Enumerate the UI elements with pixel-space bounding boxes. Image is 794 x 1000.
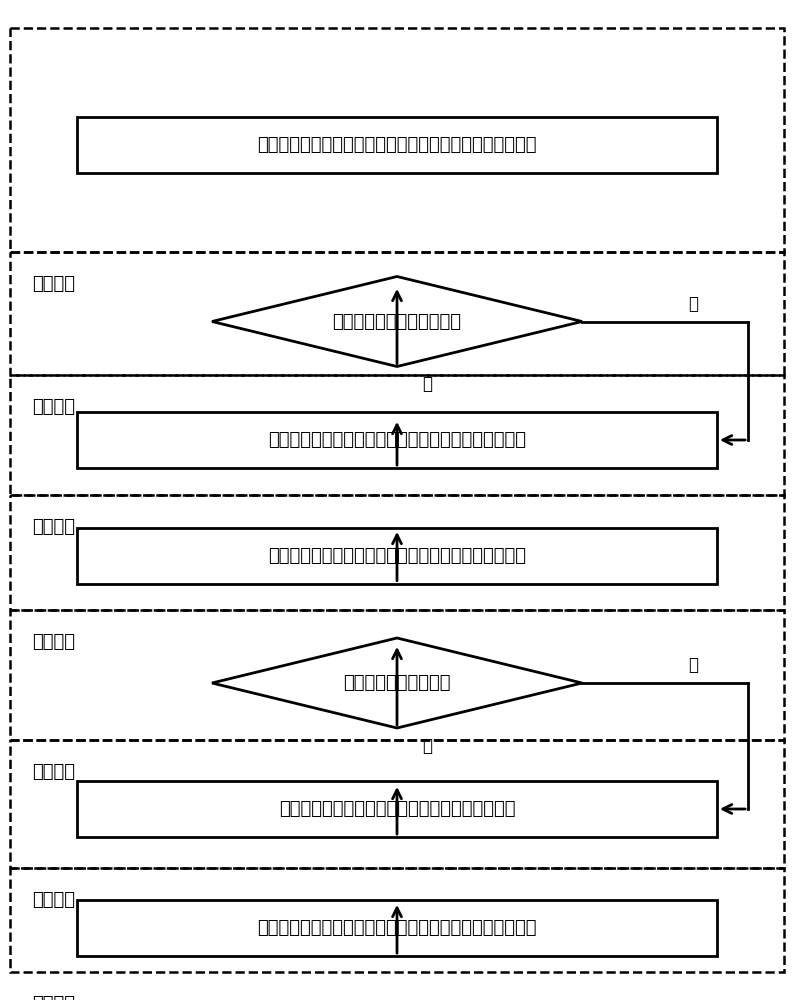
- Text: 是: 是: [422, 737, 432, 755]
- Bar: [10, 495, 784, 610]
- Text: 步骤七：: 步骤七：: [32, 275, 75, 293]
- Text: 按照加工工艺和材料属性要求设置相应的激光加工工艺参数: 按照加工工艺和材料属性要求设置相应的激光加工工艺参数: [257, 919, 537, 937]
- Bar: [77, 117, 717, 173]
- Text: 利用平顶型能量分布的激光束对微孔形貌进行修复加工: 利用平顶型能量分布的激光束对微孔形貌进行修复加工: [268, 431, 526, 449]
- Text: 利用高斯型能量分布的激光束对靶材进行穿孔加工: 利用高斯型能量分布的激光束对靶材进行穿孔加工: [279, 800, 515, 818]
- Text: 将靶材移动到下一加工位置并使激光束调整到初始加工设置: 将靶材移动到下一加工位置并使激光束调整到初始加工设置: [257, 136, 537, 154]
- Text: 步骤一：: 步骤一：: [32, 995, 75, 1000]
- Text: 步骤四：: 步骤四：: [32, 633, 75, 651]
- Bar: [10, 28, 784, 252]
- Text: 判断靶材是否形成通孔: 判断靶材是否形成通孔: [343, 674, 451, 692]
- Text: 将激光束的能量分布从高斯型分布转换成为平顶型分布: 将激光束的能量分布从高斯型分布转换成为平顶型分布: [268, 546, 526, 564]
- Bar: [10, 252, 784, 375]
- Text: 否: 否: [688, 656, 698, 674]
- Text: 否: 否: [688, 294, 698, 312]
- Bar: [10, 375, 784, 495]
- Bar: [77, 412, 717, 468]
- Text: 步骤六：: 步骤六：: [32, 398, 75, 416]
- Bar: [77, 781, 717, 837]
- Text: 是: 是: [422, 375, 432, 393]
- Bar: [77, 900, 717, 956]
- Bar: [10, 740, 784, 868]
- Text: 步骤五：: 步骤五：: [32, 518, 75, 536]
- Polygon shape: [212, 276, 582, 366]
- Bar: [10, 868, 784, 972]
- Polygon shape: [212, 638, 582, 728]
- Text: 步骤三：: 步骤三：: [32, 763, 75, 781]
- Text: 步骤二：: 步骤二：: [32, 891, 75, 909]
- Bar: [10, 610, 784, 740]
- Text: 判断微孔是否满足形貌要求: 判断微孔是否满足形貌要求: [333, 312, 461, 330]
- Bar: [77, 528, 717, 584]
